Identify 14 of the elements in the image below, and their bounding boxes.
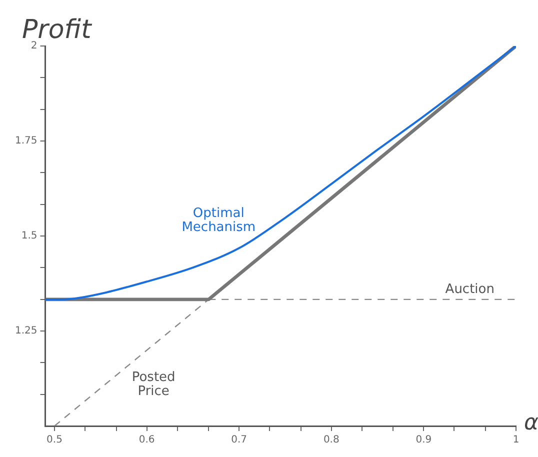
x-tick-label: 0.5 (46, 434, 62, 446)
x-tick-label: 0.7 (231, 434, 248, 446)
y-tick-label: 1.75 (15, 136, 38, 147)
y-tick-label: 1.25 (15, 326, 38, 337)
y-tick-label: 2 (30, 40, 38, 52)
series-label: Optimal Mechanism (182, 206, 256, 236)
x-tick-label: 0.8 (323, 434, 340, 446)
series-label: Auction (445, 282, 494, 297)
y-tick-label: 1.5 (21, 230, 38, 242)
x-tick-label: 0.6 (138, 434, 155, 446)
x-axis-title: α (524, 410, 538, 436)
x-tick-label: 0.9 (416, 434, 432, 446)
x-tick-label: 1 (512, 434, 520, 446)
series-label: Posted Price (132, 370, 176, 400)
